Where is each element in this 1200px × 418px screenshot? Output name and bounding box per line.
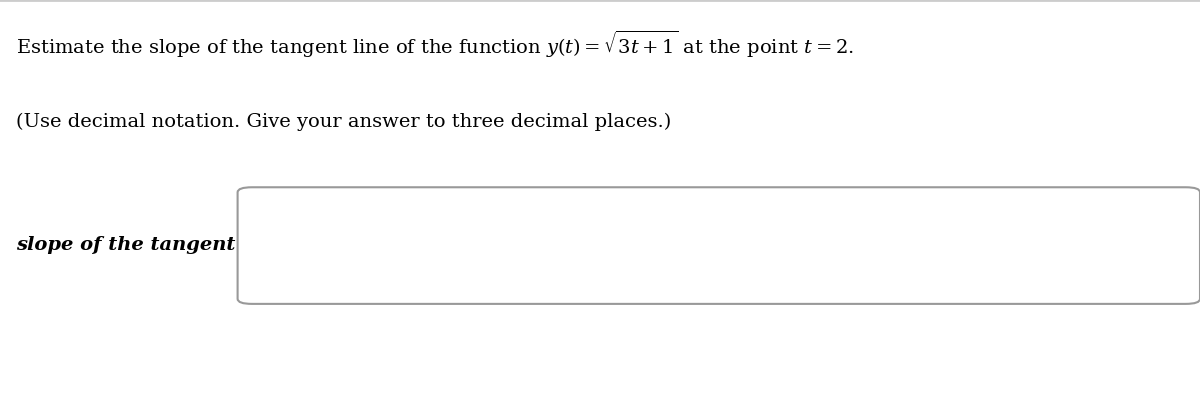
Text: slope of the tangent line =: slope of the tangent line = <box>16 235 306 254</box>
Text: Estimate the slope of the tangent line of the function $y(t) = \sqrt{3t + 1}$ at: Estimate the slope of the tangent line o… <box>16 29 853 61</box>
FancyBboxPatch shape <box>238 187 1200 304</box>
Text: (Use decimal notation. Give your answer to three decimal places.): (Use decimal notation. Give your answer … <box>16 113 671 131</box>
